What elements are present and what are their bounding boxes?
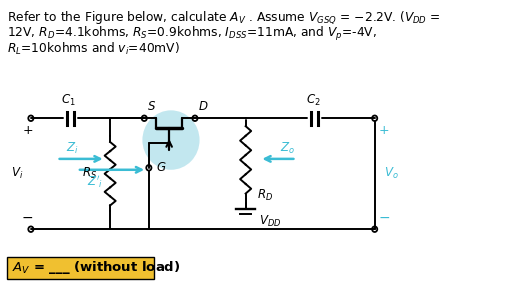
Text: 12V, $R_D$=4.1kohms, $R_S$=0.9kohms, $I_{DSS}$=11mA, and $V_p$=-4V,: 12V, $R_D$=4.1kohms, $R_S$=0.9kohms, $I_…: [7, 25, 377, 43]
Text: $V_o$: $V_o$: [384, 166, 399, 181]
Text: $R_S$: $R_S$: [82, 166, 97, 181]
Text: $V_i$: $V_i$: [11, 166, 23, 181]
Text: $+$: $+$: [378, 124, 389, 137]
Text: $C_2$: $C_2$: [306, 93, 320, 108]
Text: $R_D$: $R_D$: [257, 188, 273, 203]
Text: $Z'_i$: $Z'_i$: [87, 173, 103, 190]
Text: $+$: $+$: [22, 124, 33, 137]
Text: $A_V$ = ___ (without load): $A_V$ = ___ (without load): [12, 259, 181, 276]
Text: $C_1$: $C_1$: [62, 93, 76, 108]
Text: $V_{DD}$: $V_{DD}$: [258, 214, 281, 229]
Text: $S$: $S$: [147, 100, 156, 113]
Text: $R_L$=10kohms and $v_i$=40mV): $R_L$=10kohms and $v_i$=40mV): [7, 41, 180, 57]
Text: $-$: $-$: [21, 210, 33, 224]
FancyBboxPatch shape: [7, 257, 155, 279]
Text: $D$: $D$: [197, 100, 208, 113]
Text: Refer to the Figure below, calculate $A_V$ . Assume $V_{GSQ}$ = $-$2.2V. ($V_{DD: Refer to the Figure below, calculate $A_…: [7, 9, 440, 26]
Text: $-$: $-$: [378, 210, 390, 224]
Text: $Z_o$: $Z_o$: [280, 140, 295, 156]
Text: $G$: $G$: [156, 161, 167, 174]
Ellipse shape: [142, 110, 200, 170]
Text: $Z_i$: $Z_i$: [66, 140, 79, 156]
